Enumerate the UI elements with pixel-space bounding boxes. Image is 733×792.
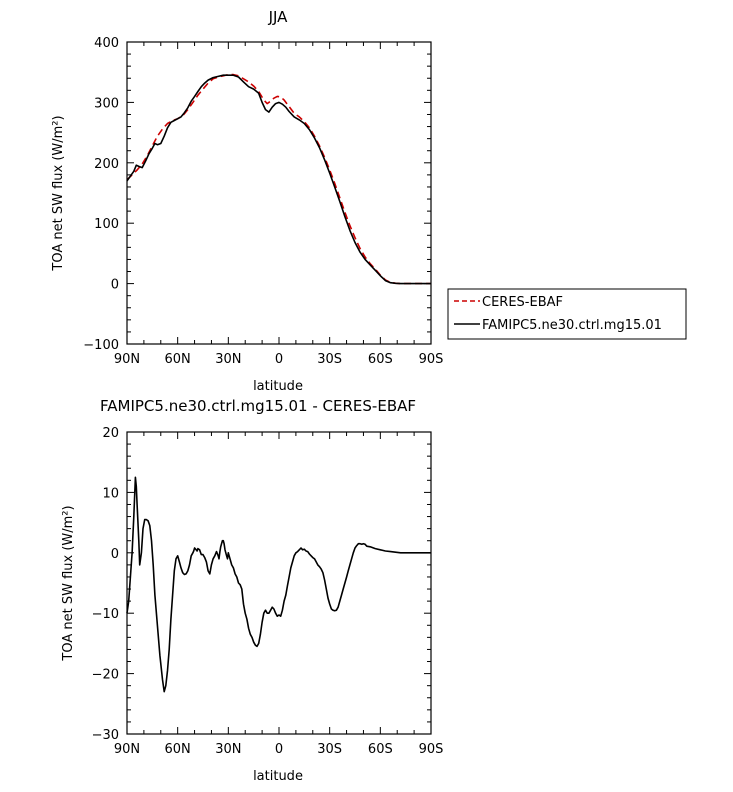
x-tick-label: 90N xyxy=(114,742,140,757)
tick-layer: 90N 60N 30N 0 30S 60S 90S −100 0 100 200 300 400 xyxy=(83,36,443,367)
series-layer xyxy=(126,73,431,285)
series-line-difference xyxy=(126,476,431,693)
x-tick-label: 60N xyxy=(165,352,191,367)
x-tick-label: 30N xyxy=(215,742,241,757)
y-tick-label: 10 xyxy=(102,486,119,501)
x-tick-label: 60S xyxy=(368,742,393,757)
y-tick-label: 100 xyxy=(94,217,119,232)
y-tick-label: 0 xyxy=(111,278,119,293)
y-tick-label: 200 xyxy=(94,157,119,172)
y-axis-title: TOA net SW flux (W/m²) xyxy=(51,115,66,271)
chart-title: FAMIPC5.ne30.ctrl.mg15.01 - CERES-EBAF xyxy=(100,397,416,415)
x-tick-label: 30N xyxy=(215,352,241,367)
y-tick-label: 20 xyxy=(102,426,119,441)
plot-frame xyxy=(126,431,432,735)
x-tick-label: 90S xyxy=(419,742,444,757)
y-tick-label: 400 xyxy=(94,36,119,51)
x-tick-label: 0 xyxy=(275,352,283,367)
chart-title: JJA xyxy=(268,8,289,26)
y-tick-label: −20 xyxy=(92,668,119,683)
y-tick-label: −30 xyxy=(92,728,119,743)
x-axis-title: latitude xyxy=(253,379,303,394)
tick-layer: 90N 60N 30N 0 30S 60S 90S −30 −20 −10 0 10 20 xyxy=(92,426,444,757)
panel-bottom: FAMIPC5.ne30.ctrl.mg15.01 - CERES-EBAF 9… xyxy=(61,397,443,784)
series-line-ceres-ebaf xyxy=(126,73,431,285)
legend: CERES-EBAF FAMIPC5.ne30.ctrl.mg15.01 xyxy=(447,288,687,340)
legend-label-famipc5: FAMIPC5.ne30.ctrl.mg15.01 xyxy=(482,318,662,333)
y-tick-label: −100 xyxy=(83,338,119,353)
legend-box xyxy=(447,288,687,340)
series-layer xyxy=(126,476,431,693)
y-tick-label: −10 xyxy=(92,607,119,622)
x-tick-label: 90S xyxy=(419,352,444,367)
x-tick-label: 60N xyxy=(165,742,191,757)
plot-frame xyxy=(126,41,432,345)
series-line-famipc5-ne30-ctrl-mg15-01 xyxy=(126,74,431,285)
y-tick-label: 300 xyxy=(94,96,119,111)
x-axis-title: latitude xyxy=(253,769,303,784)
panel-top: JJA 90N 60N 30N 0 30S 60S 90S −100 0 100 200 300 400… xyxy=(51,8,443,394)
x-tick-label: 0 xyxy=(275,742,283,757)
y-tick-label: 0 xyxy=(111,547,119,562)
x-tick-label: 30S xyxy=(317,352,342,367)
y-axis-title: TOA net SW flux (W/m²) xyxy=(61,505,76,661)
x-tick-label: 90N xyxy=(114,352,140,367)
x-tick-label: 60S xyxy=(368,352,393,367)
legend-label-ceres: CERES-EBAF xyxy=(482,295,563,310)
x-tick-label: 30S xyxy=(317,742,342,757)
